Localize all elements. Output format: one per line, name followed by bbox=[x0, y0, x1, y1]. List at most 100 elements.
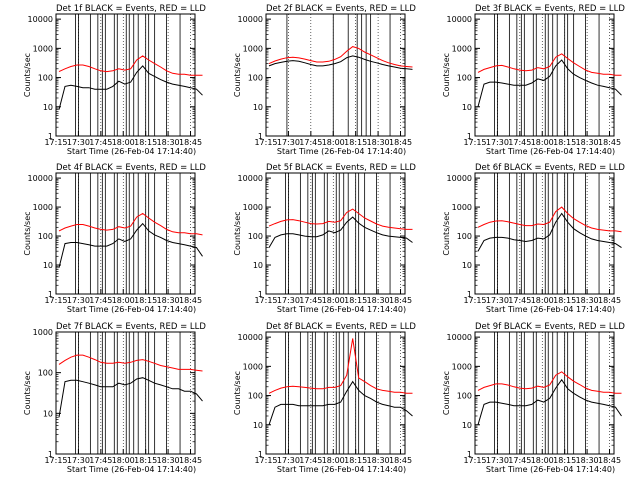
panel-4-xtick-label: 17:45 bbox=[89, 296, 112, 305]
panel-4-xtick-label: 18:45 bbox=[179, 296, 202, 305]
panel-5-xtick-label: 18:00 bbox=[322, 296, 345, 305]
panel-3-series-lld bbox=[477, 53, 622, 76]
panel-7-xtick-label: 18:15 bbox=[134, 456, 157, 465]
panel-8-xtick-label: 17:15 bbox=[254, 456, 277, 465]
panel-7-xtick-label: 18:00 bbox=[112, 456, 135, 465]
panel-4-xlabel: Start Time (26-Feb-04 17:14:40) bbox=[67, 305, 196, 314]
panel-5-ytick-label: 10000 bbox=[238, 174, 263, 183]
panel-3-xtick-label: 18:30 bbox=[576, 138, 599, 147]
panel-7-series-lld bbox=[58, 354, 203, 372]
panel-5-ytick-label: 1 bbox=[258, 290, 263, 299]
panel-5-xtick-label: 18:15 bbox=[344, 296, 367, 305]
panel-2-ytick-label: 1000 bbox=[243, 44, 263, 53]
panel-3-xtick-label: 18:00 bbox=[531, 138, 554, 147]
panel-5-xtick-label: 18:45 bbox=[389, 296, 412, 305]
panel-5-title: Det 5f BLACK = Events, RED = LLD bbox=[266, 163, 416, 173]
panel-5-xtick-label: 17:30 bbox=[277, 296, 300, 305]
panel-8-ytick-label: 100 bbox=[248, 392, 263, 401]
panel-8-ytick-label: 1 bbox=[258, 450, 263, 459]
panel-2-xtick-label: 17:15 bbox=[254, 138, 277, 147]
panel-8-series-lld bbox=[268, 338, 413, 394]
panel-6: 1 10 100 1000 10000 17:15 17:30 17:45 18:00 18:15… bbox=[442, 163, 625, 314]
panel-3-xtick-label: 17:15 bbox=[463, 138, 486, 147]
panel-2-xlabel: Start Time (26-Feb-04 17:14:40) bbox=[277, 147, 406, 156]
panel-3-xtick-label: 18:15 bbox=[553, 138, 576, 147]
panel-2-xtick-label: 17:30 bbox=[277, 138, 300, 147]
panel-1-xlabel: Start Time (26-Feb-04 17:14:40) bbox=[67, 147, 196, 156]
panel-3-ytick-label: 1 bbox=[467, 132, 472, 141]
panel-2-title: Det 2f BLACK = Events, RED = LLD bbox=[266, 4, 416, 14]
panel-8-xlabel: Start Time (26-Feb-04 17:14:40) bbox=[277, 465, 406, 474]
panel-5-xtick-label: 18:30 bbox=[367, 296, 390, 305]
panel-1-ytick-label: 1000 bbox=[33, 44, 53, 53]
panel-1-series-events bbox=[58, 65, 203, 110]
panel-3-series-events bbox=[477, 59, 622, 107]
panel-3-title: Det 3f BLACK = Events, RED = LLD bbox=[475, 4, 625, 14]
panel-9-ytick-label: 10 bbox=[462, 421, 472, 430]
panel-7-xtick-label: 17:15 bbox=[44, 456, 67, 465]
panel-9-series-events bbox=[477, 378, 622, 425]
panel-8-ylabel: Counts/sec bbox=[233, 371, 242, 415]
panel-7-xtick-label: 18:30 bbox=[157, 456, 180, 465]
panel-6-ytick-label: 1 bbox=[467, 290, 472, 299]
panel-9-xtick-label: 18:30 bbox=[576, 456, 599, 465]
panel-1-ylabel: Counts/sec bbox=[23, 53, 32, 97]
panel-8-ytick-label: 1000 bbox=[243, 362, 263, 371]
panel-5: 1 10 100 1000 10000 17:15 17:30 17:45 18:00 18:15… bbox=[233, 163, 416, 314]
panel-6-ylabel: Counts/sec bbox=[442, 211, 451, 255]
panel-3-frame bbox=[474, 13, 615, 137]
panel-8: 1 10 100 1000 10000 17:15 17:30 17:45 18:00 18:15… bbox=[233, 322, 416, 474]
panel-4-frame bbox=[55, 172, 196, 295]
panel-4-xtick-label: 18:15 bbox=[134, 296, 157, 305]
panel-3-xtick-label: 17:30 bbox=[486, 138, 509, 147]
panel-4-series-events bbox=[58, 222, 203, 268]
panel-8-xtick-label: 17:45 bbox=[299, 456, 322, 465]
panel-7-ytick-label: 10 bbox=[43, 409, 53, 418]
panel-8-xtick-label: 18:00 bbox=[322, 456, 345, 465]
panel-1-xtick-label: 18:30 bbox=[157, 138, 180, 147]
panel-1-title: Det 1f BLACK = Events, RED = LLD bbox=[56, 4, 206, 14]
panel-6-xtick-label: 17:15 bbox=[463, 296, 486, 305]
panel-8-xtick-label: 18:45 bbox=[389, 456, 412, 465]
panel-5-xlabel: Start Time (26-Feb-04 17:14:40) bbox=[277, 305, 406, 314]
panel-5-ytick-label: 100 bbox=[248, 232, 263, 241]
panel-5-ytick-label: 1000 bbox=[243, 203, 263, 212]
panel-2: 1 10 100 1000 10000 17:15 17:30 17:45 18:00 18:15… bbox=[233, 4, 416, 156]
panel-5-frame bbox=[265, 172, 406, 295]
panel-6-xtick-label: 18:30 bbox=[576, 296, 599, 305]
panel-2-xtick-label: 18:15 bbox=[344, 138, 367, 147]
panel-4-xtick-label: 18:00 bbox=[112, 296, 135, 305]
panel-9-xtick-label: 18:45 bbox=[598, 456, 621, 465]
panel-7-xtick-label: 17:30 bbox=[67, 456, 90, 465]
panel-7-ytick-label: 1 bbox=[48, 450, 53, 459]
panel-1-xtick-label: 18:15 bbox=[134, 138, 157, 147]
panel-7-xlabel: Start Time (26-Feb-04 17:14:40) bbox=[67, 465, 196, 474]
panel-2-xtick-label: 18:30 bbox=[367, 138, 390, 147]
panel-2-ytick-label: 1 bbox=[258, 132, 263, 141]
panel-9-xtick-label: 17:15 bbox=[463, 456, 486, 465]
panel-3: 1 10 100 1000 10000 17:15 17:30 17:45 18:00 18:15… bbox=[442, 4, 625, 156]
panel-8-ytick-label: 10 bbox=[253, 421, 263, 430]
panel-4: 1 10 100 1000 10000 17:15 17:30 17:45 18:00 18:15… bbox=[23, 163, 206, 314]
panel-9-ytick-label: 10000 bbox=[447, 333, 472, 342]
panel-2-xtick-label: 18:45 bbox=[389, 138, 412, 147]
panel-1-xtick-label: 18:45 bbox=[179, 138, 202, 147]
panel-6-ytick-label: 100 bbox=[457, 232, 472, 241]
panel-4-ytick-label: 10000 bbox=[28, 174, 53, 183]
panel-1-frame bbox=[55, 13, 196, 137]
panel-1-ytick-label: 10 bbox=[43, 103, 53, 112]
panel-6-xtick-label: 18:00 bbox=[531, 296, 554, 305]
panel-1-xtick-label: 17:45 bbox=[89, 138, 112, 147]
panel-2-ytick-label: 10000 bbox=[238, 15, 263, 24]
panel-2-series-events bbox=[268, 55, 413, 70]
panel-1-ytick-label: 1 bbox=[48, 132, 53, 141]
panel-2-frame bbox=[265, 13, 406, 137]
panel-7-ytick-label: 1000 bbox=[33, 328, 53, 337]
panel-7: 1 10 100 1000 17:15 17:30 17:45 18:00 18:15 18:30… bbox=[23, 322, 206, 474]
panel-3-xtick-label: 17:45 bbox=[508, 138, 531, 147]
panel-3-xtick-label: 18:45 bbox=[598, 138, 621, 147]
panel-7-xtick-label: 18:45 bbox=[179, 456, 202, 465]
panel-9-frame bbox=[474, 331, 615, 455]
panel-1-ytick-label: 10000 bbox=[28, 15, 53, 24]
panel-3-xlabel: Start Time (26-Feb-04 17:14:40) bbox=[486, 147, 615, 156]
